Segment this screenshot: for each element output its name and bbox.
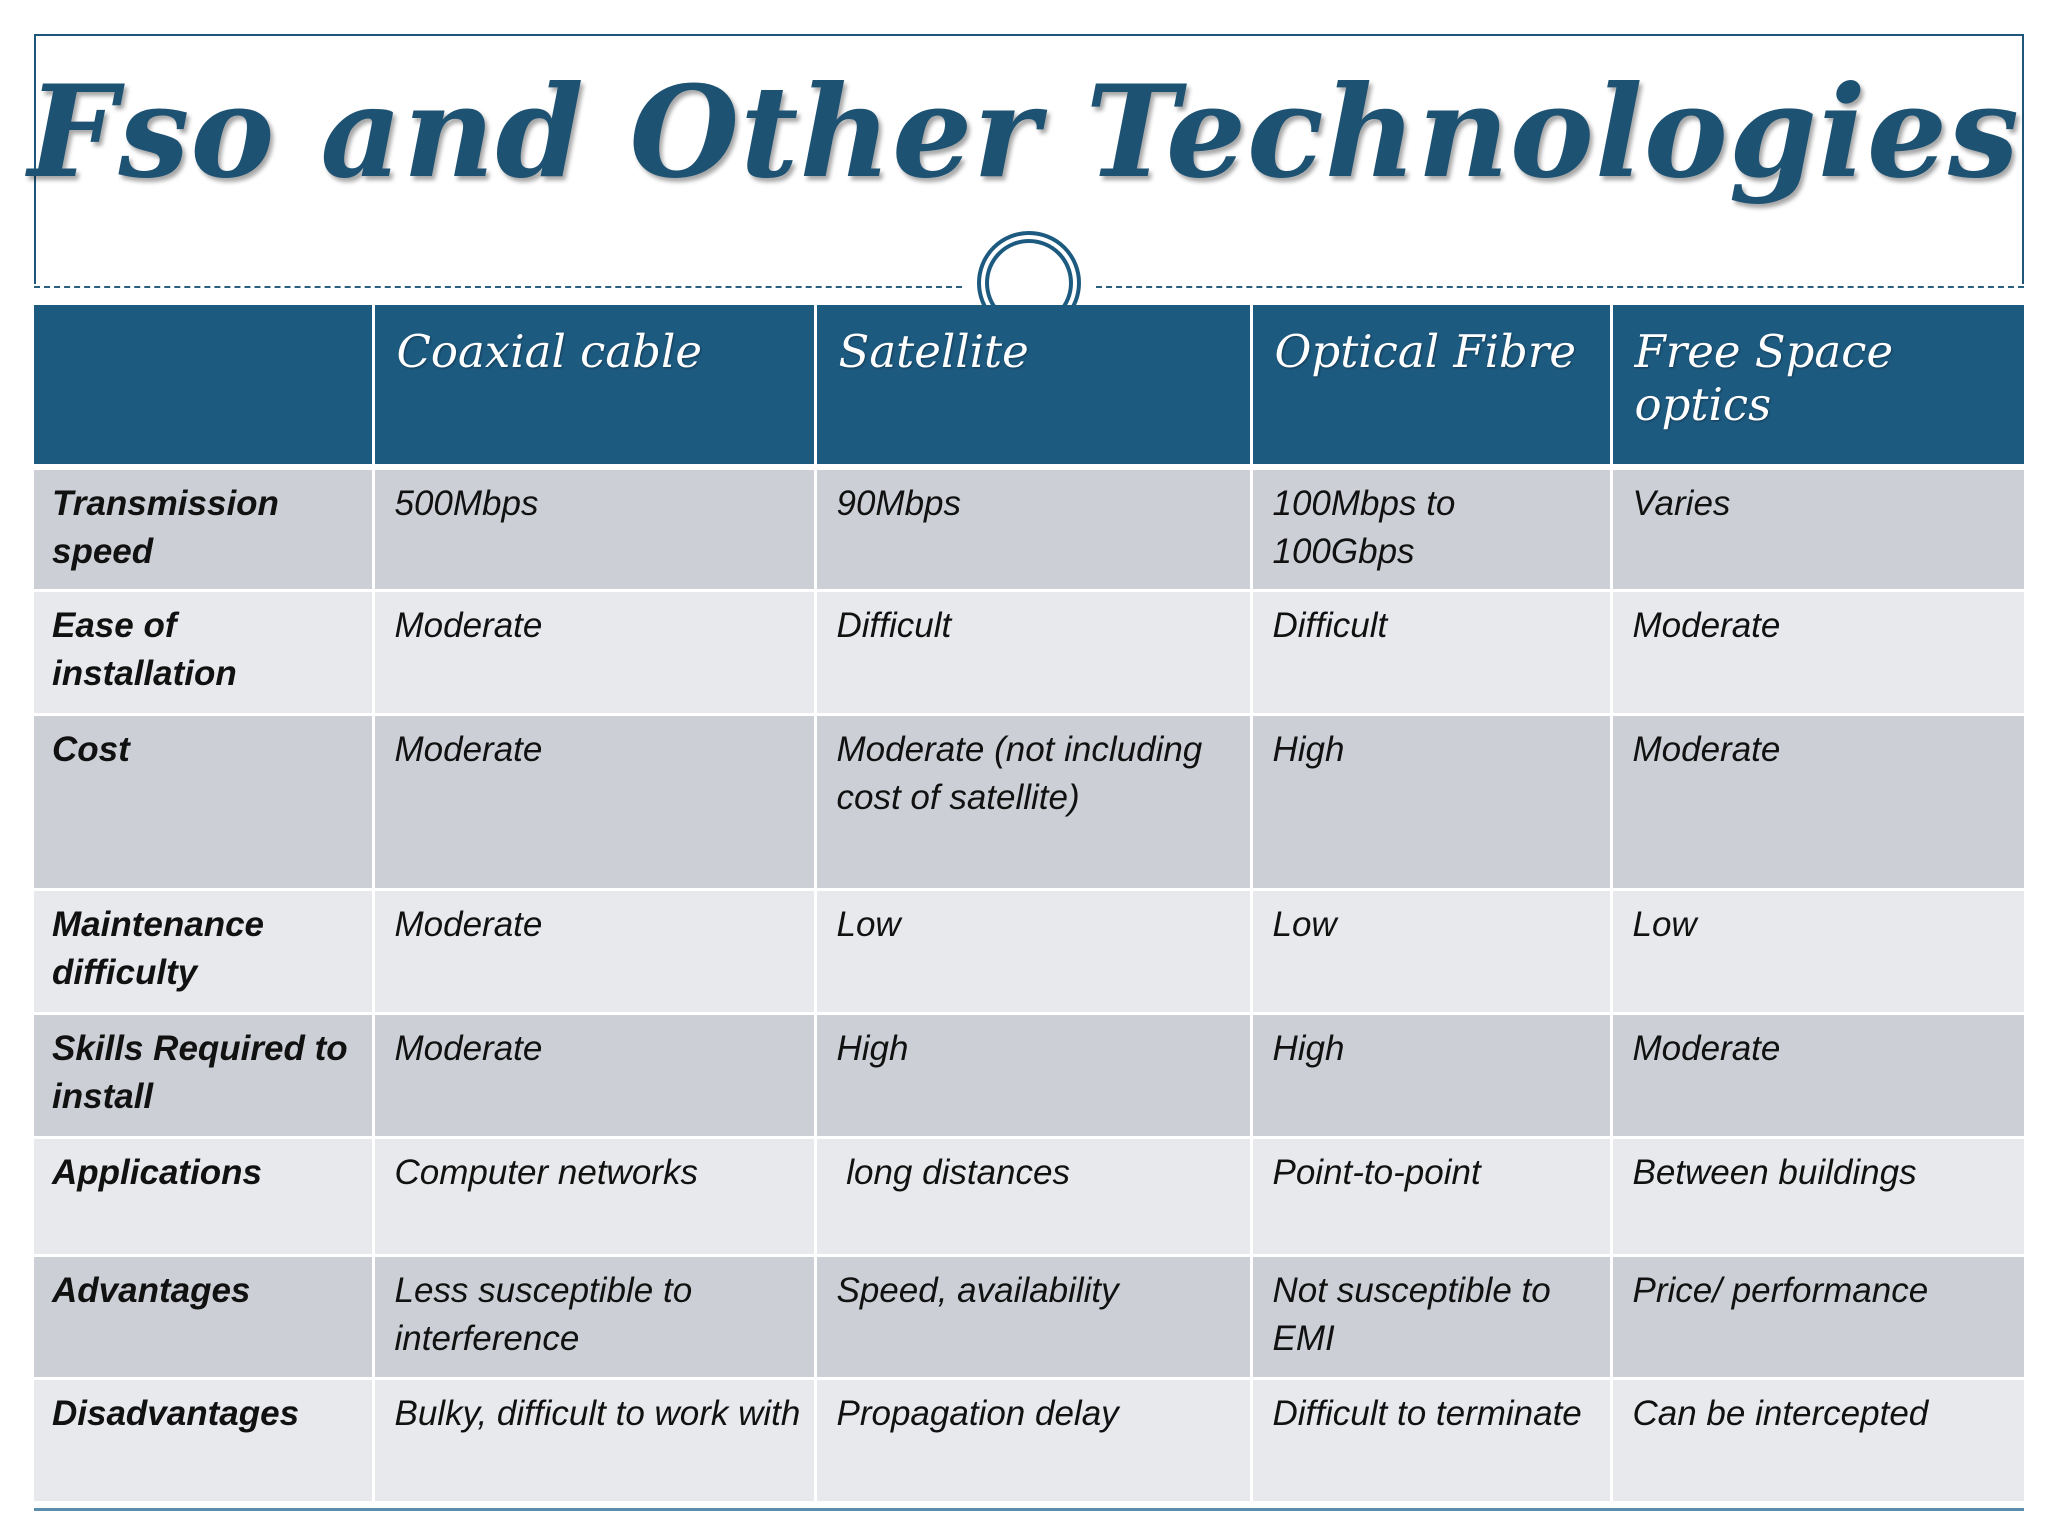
row-label: Disadvantages [34,1376,375,1504]
table-cell: High [1249,712,1613,891]
row-label: Skills Required to install [34,1011,375,1139]
header-satellite: Satellite [813,305,1253,467]
table-cell: Moderate [371,1011,817,1139]
table-cell: High [1249,1011,1613,1139]
table-cell: Less susceptible to interference [371,1253,817,1380]
header-corner-cell [34,305,375,467]
table-row: Skills Required to install Moderate High… [34,1011,2024,1139]
title-frame [34,34,2024,284]
table-cell: Moderate [1609,712,2024,891]
title-divider-left [34,286,962,288]
row-label: Ease of installation [34,588,375,716]
bottom-divider [34,1508,2024,1511]
table-cell: Varies [1609,465,2024,592]
table-cell: Moderate [371,712,817,891]
table-cell: Moderate [371,588,817,716]
table-row: Advantages Less susceptible to interfere… [34,1253,2024,1380]
table-cell: Moderate (not including cost of satellit… [813,712,1253,891]
table-cell: Computer networks [371,1135,817,1257]
table-cell: Can be intercepted [1609,1376,2024,1504]
header-free-space-optics: Free Space optics [1609,305,2024,467]
table-row: Ease of installation Moderate Difficult … [34,588,2024,716]
row-label: Maintenance difficulty [34,887,375,1015]
table-cell: Low [1609,887,2024,1015]
row-label: Applications [34,1135,375,1257]
table-cell: Moderate [1609,588,2024,716]
table-cell: High [813,1011,1253,1139]
table-cell: Moderate [371,887,817,1015]
slide-title: Fso and Other Technologies [28,58,2020,206]
table-cell: 500Mbps [371,465,817,592]
table-cell: Difficult to terminate [1249,1376,1613,1504]
comparison-table: Coaxial cable Satellite Optical Fibre Fr… [34,305,2024,1504]
table-cell: long distances [813,1135,1253,1257]
table-cell: 100Mbps to 100Gbps [1249,465,1613,592]
table-cell: Price/ performance [1609,1253,2024,1380]
table-row: Maintenance difficulty Moderate Low Low … [34,887,2024,1015]
table-cell: Moderate [1609,1011,2024,1139]
table-row: Cost Moderate Moderate (not including co… [34,712,2024,891]
row-label: Transmission speed [34,465,375,592]
table-cell: Difficult [1249,588,1613,716]
table-cell: Speed, availability [813,1253,1253,1380]
table-cell: Not susceptible to EMI [1249,1253,1613,1380]
table-cell: 90Mbps [813,465,1253,592]
table-row: Transmission speed 500Mbps 90Mbps 100Mbp… [34,465,2024,592]
table-cell: Propagation delay [813,1376,1253,1504]
table-cell: Low [813,887,1253,1015]
table-header-row: Coaxial cable Satellite Optical Fibre Fr… [34,305,2024,467]
row-label: Advantages [34,1253,375,1380]
table-cell: Point-to-point [1249,1135,1613,1257]
table-cell: Low [1249,887,1613,1015]
table-cell: Difficult [813,588,1253,716]
table-cell: Bulky, difficult to work with [371,1376,817,1504]
table-row: Applications Computer networks long dist… [34,1135,2024,1257]
table-cell: Between buildings [1609,1135,2024,1257]
header-optical-fibre: Optical Fibre [1249,305,1613,467]
row-label: Cost [34,712,375,891]
header-coaxial-cable: Coaxial cable [371,305,817,467]
table-row: Disadvantages Bulky, difficult to work w… [34,1376,2024,1504]
title-divider-right [1096,286,2024,288]
